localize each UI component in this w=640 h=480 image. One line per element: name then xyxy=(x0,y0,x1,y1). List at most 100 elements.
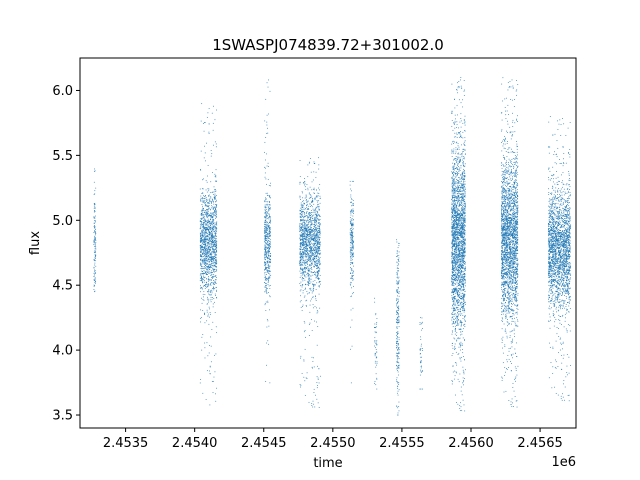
scatter-point xyxy=(318,238,320,240)
scatter-point xyxy=(204,244,206,245)
scatter-point xyxy=(199,227,201,229)
scatter-point xyxy=(315,251,317,253)
scatter-point xyxy=(309,261,311,263)
scatter-point xyxy=(460,186,462,188)
scatter-point xyxy=(314,256,316,258)
scatter-point xyxy=(201,103,203,105)
scatter-point xyxy=(454,255,456,256)
scatter-point xyxy=(300,219,302,221)
scatter-point xyxy=(216,289,217,291)
scatter-point xyxy=(214,210,215,211)
scatter-point xyxy=(265,235,267,237)
scatter-point xyxy=(452,241,453,243)
scatter-point xyxy=(396,280,397,282)
scatter-point xyxy=(302,254,304,255)
scatter-point xyxy=(303,231,305,233)
scatter-point xyxy=(210,265,211,267)
scatter-point xyxy=(210,234,212,236)
scatter-point xyxy=(300,199,301,200)
scatter-point xyxy=(308,253,310,255)
scatter-point xyxy=(203,235,205,237)
scatter-point xyxy=(303,262,305,264)
scatter-point xyxy=(454,270,456,272)
scatter-point xyxy=(211,241,213,243)
scatter-point xyxy=(214,236,216,237)
scatter-point xyxy=(353,241,354,243)
scatter-point xyxy=(464,232,466,233)
scatter-point xyxy=(312,201,314,203)
scatter-point xyxy=(310,171,312,173)
scatter-point xyxy=(317,251,319,253)
scatter-point xyxy=(201,213,202,214)
scatter-point xyxy=(350,249,352,251)
scatter-point xyxy=(265,265,266,267)
scatter-point xyxy=(202,293,204,295)
scatter-point xyxy=(309,236,311,238)
scatter-point xyxy=(301,238,303,240)
scatter-point xyxy=(208,226,210,228)
scatter-point xyxy=(208,214,210,216)
scatter-point xyxy=(310,244,312,245)
scatter-point xyxy=(269,216,271,218)
scatter-point xyxy=(210,226,212,228)
scatter-point xyxy=(214,276,216,278)
scatter-point xyxy=(307,232,309,233)
scatter-point xyxy=(352,253,354,255)
scatter-point xyxy=(207,303,208,305)
scatter-point xyxy=(317,252,319,254)
scatter-point xyxy=(300,210,301,211)
scatter-point xyxy=(314,406,316,408)
scatter-point xyxy=(351,234,353,236)
scatter-point xyxy=(459,249,461,251)
scatter-point xyxy=(317,238,319,240)
scatter-point xyxy=(308,279,310,281)
scatter-point xyxy=(208,239,210,241)
scatter-point xyxy=(314,221,316,223)
scatter-point xyxy=(212,297,213,298)
scatter-point xyxy=(352,204,354,206)
scatter-point xyxy=(208,228,210,230)
scatter-point xyxy=(453,234,455,236)
scatter-point xyxy=(397,348,399,349)
scatter-point xyxy=(302,233,304,235)
scatter-point xyxy=(216,236,217,237)
scatter-point xyxy=(419,361,421,363)
scatter-point xyxy=(212,229,214,231)
scatter-point xyxy=(207,239,208,241)
scatter-point xyxy=(265,214,267,216)
scatter-point xyxy=(318,246,320,248)
scatter-point xyxy=(208,195,210,196)
scatter-point xyxy=(352,292,354,293)
scatter-point xyxy=(201,244,203,246)
scatter-point xyxy=(305,253,306,255)
scatter-point xyxy=(306,232,308,234)
scatter-point xyxy=(214,282,216,284)
scatter-point xyxy=(313,188,314,190)
scatter-point xyxy=(314,248,316,250)
scatter-point xyxy=(459,229,461,231)
scatter-point xyxy=(317,222,319,224)
scatter-point xyxy=(311,181,313,183)
scatter-point xyxy=(398,292,400,294)
scatter-point xyxy=(206,255,208,257)
scatter-point xyxy=(267,256,269,258)
scatter-point xyxy=(311,250,313,252)
scatter-point xyxy=(398,276,400,278)
scatter-point xyxy=(376,388,378,390)
scatter-point xyxy=(307,220,309,221)
scatter-point xyxy=(396,298,398,300)
scatter-point xyxy=(264,229,266,231)
scatter-point xyxy=(213,226,215,228)
scatter-point xyxy=(318,250,319,251)
scatter-point xyxy=(207,279,209,280)
scatter-point xyxy=(349,326,351,328)
scatter-point xyxy=(201,209,203,211)
scatter-point xyxy=(397,316,399,318)
scatter-point xyxy=(376,351,378,353)
scatter-point xyxy=(456,256,458,258)
scatter-point xyxy=(309,246,310,248)
scatter-point xyxy=(317,266,319,268)
scatter-point xyxy=(303,359,305,361)
scatter-point xyxy=(306,239,308,241)
scatter-point xyxy=(265,235,266,237)
